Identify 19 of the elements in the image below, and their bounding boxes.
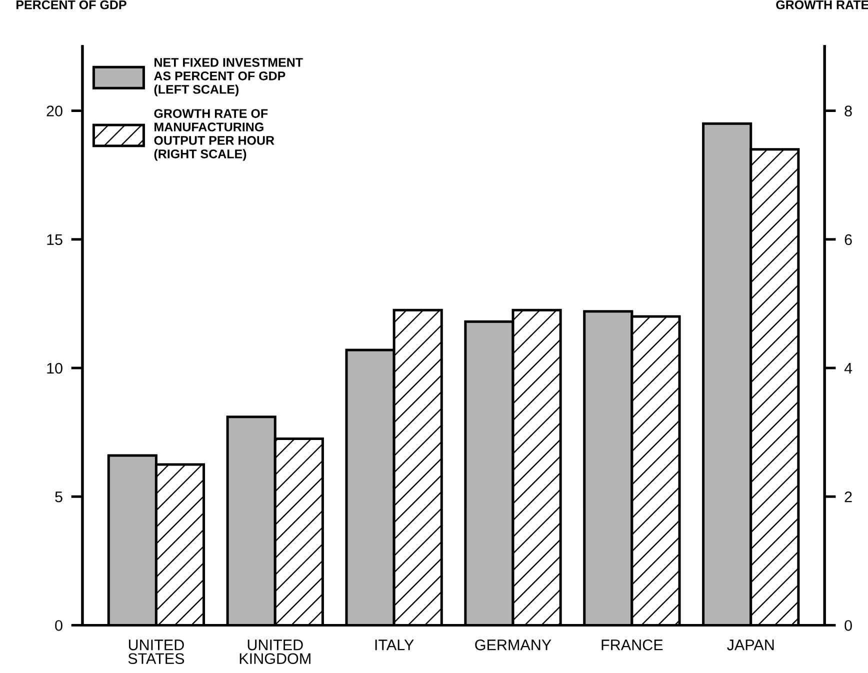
y-tick-label: 0 <box>55 620 62 631</box>
y-tick-label: 20 <box>46 106 62 116</box>
x-tick-label: ITALY <box>375 640 414 650</box>
y-tick-label: 5 <box>55 492 62 502</box>
x-tick-label: FRANCE <box>602 640 663 650</box>
legend-label: NET FIXED INVESTMENT AS PERCENT OF GDP (LEFT SCALE) <box>154 58 303 96</box>
y-tick-label: 10 <box>47 362 62 374</box>
y2-tick-label: 8 <box>844 106 852 116</box>
y-tick-label: 15 <box>47 234 62 246</box>
y-axis-title: PERCENT OF GDP <box>16 0 126 10</box>
y2-tick-label: 6 <box>844 234 852 246</box>
y2-tick-label: 0 <box>844 620 852 631</box>
x-tick-label: UNITED STATES <box>128 640 184 664</box>
y2-tick-label: 4 <box>844 363 852 374</box>
y2-tick-label: 2 <box>844 491 852 502</box>
x-tick-label: UNITED KINGDOM <box>240 640 310 664</box>
legend-label: GROWTH RATE OF MANUFACTURING OUTPUT PER HOUR (RIGHT SCALE) <box>154 109 274 161</box>
x-tick-label: JAPAN <box>727 640 774 650</box>
x-tick-label: GERMANY <box>475 640 552 650</box>
